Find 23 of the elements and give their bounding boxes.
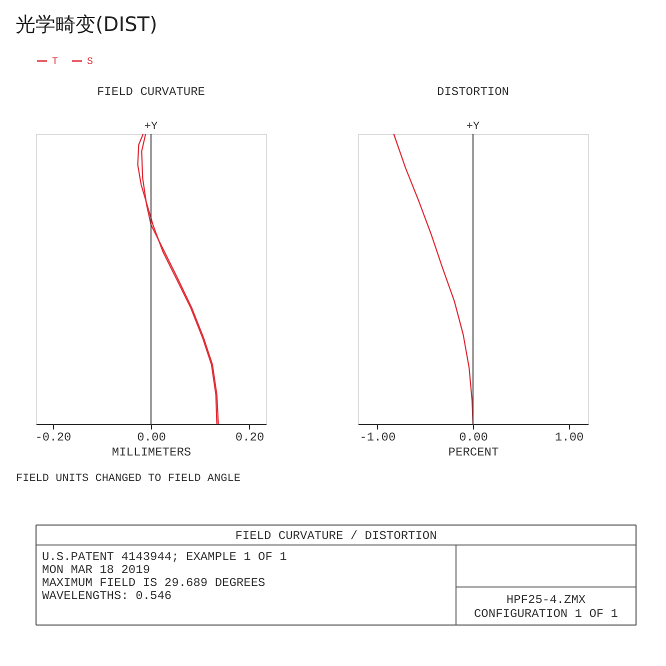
text: CONFIGURATION 1 OF 1 xyxy=(474,607,618,621)
x-tick-label: 1.00 xyxy=(554,430,584,444)
x-tick-label: -1.00 xyxy=(360,430,396,444)
text: MAXIMUM FIELD IS 29.689 DEGREES xyxy=(42,576,266,590)
x-axis-title: MILLIMETERS xyxy=(112,446,192,460)
ref-line-label: +Y xyxy=(144,121,158,133)
ref-line-label: +Y xyxy=(466,121,480,133)
chart-title: DISTORTION xyxy=(436,85,510,99)
x-tick-label: 0.00 xyxy=(459,430,488,444)
chart-title: FIELD CURVATURE xyxy=(96,85,206,99)
legend-label: T xyxy=(52,57,58,68)
text: WAVELENGTHS: 0.546 xyxy=(42,589,172,603)
legend-label: S xyxy=(87,57,94,68)
x-tick-label: 0.00 xyxy=(137,430,166,444)
text: FIELD UNITS CHANGED TO FIELD ANGLE xyxy=(16,473,241,485)
text: MON MAR 18 2019 xyxy=(42,563,150,577)
x-axis-title: PERCENT xyxy=(448,446,499,460)
x-tick-label: -0.20 xyxy=(35,430,72,444)
x-tick-label: 0.20 xyxy=(235,430,264,444)
text: 光学畸变(DIST) xyxy=(16,12,158,36)
text: FIELD CURVATURE / DISTORTION xyxy=(235,529,437,543)
text: U.S.PATENT 4143944; EXAMPLE 1 OF 1 xyxy=(42,550,287,564)
text: HPF25-4.ZMX xyxy=(506,593,586,607)
